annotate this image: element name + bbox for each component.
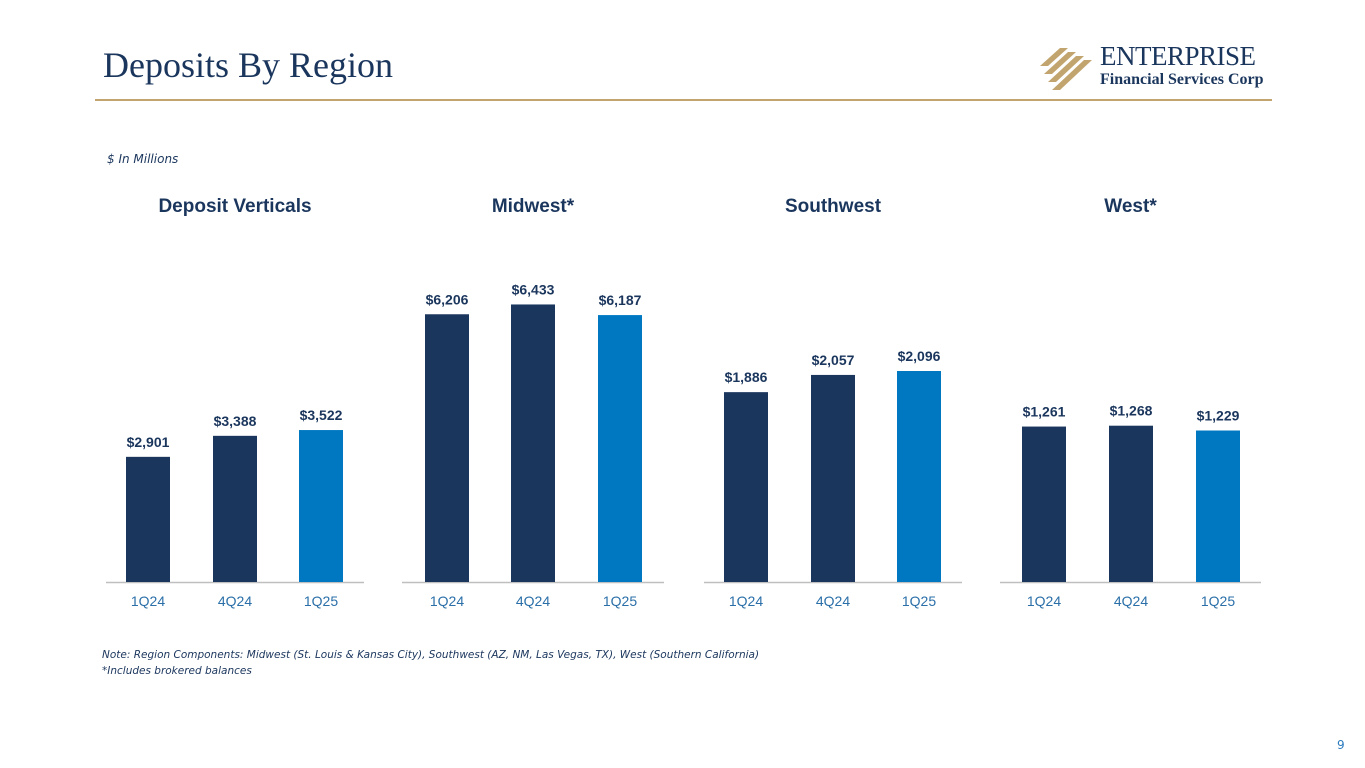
footnote-brokered: *Includes brokered balances <box>102 665 252 677</box>
bar-4q24 <box>811 374 855 582</box>
x-tick-label: 1Q25 <box>603 593 637 609</box>
data-label: $6,206 <box>426 291 469 307</box>
data-label: $3,522 <box>300 407 343 423</box>
x-tick-label: 1Q24 <box>131 593 165 609</box>
x-tick-label: 4Q24 <box>218 593 252 609</box>
data-label: $2,901 <box>127 434 170 450</box>
data-label: $1,261 <box>1023 404 1066 420</box>
chart-title: West* <box>1104 196 1157 217</box>
page-title: Deposits By Region <box>103 45 394 85</box>
x-tick-label: 1Q24 <box>729 593 763 609</box>
bar-1q24 <box>425 314 469 582</box>
chart-title: Southwest <box>785 196 882 217</box>
bar-1q25 <box>299 430 343 582</box>
data-label: $3,388 <box>214 413 257 429</box>
bar-1q25 <box>1196 430 1240 582</box>
logo-mark-icon <box>1040 48 1092 90</box>
bar-1q24 <box>126 456 170 582</box>
x-tick-label: 1Q24 <box>1027 593 1061 609</box>
x-tick-label: 1Q25 <box>1201 593 1235 609</box>
chart-title: Deposit Verticals <box>158 196 311 217</box>
data-label: $2,057 <box>812 352 855 368</box>
bar-1q25 <box>897 371 941 582</box>
x-tick-label: 4Q24 <box>1114 593 1148 609</box>
company-logo: ENTERPRISE Financial Services Corp <box>1038 40 1278 94</box>
bar-1q25 <box>598 315 642 582</box>
bar-4q24 <box>511 304 555 582</box>
x-tick-label: 1Q25 <box>902 593 936 609</box>
data-label: $1,229 <box>1197 408 1240 424</box>
chart-title: Midwest* <box>492 196 575 217</box>
bar-1q24 <box>1022 426 1066 582</box>
data-label: $6,187 <box>599 292 642 308</box>
x-tick-label: 1Q25 <box>304 593 338 609</box>
bar-4q24 <box>213 435 257 582</box>
page-number: 9 <box>1337 738 1345 752</box>
logo-subtitle: Financial Services Corp <box>1100 71 1264 88</box>
data-label: $2,096 <box>898 348 941 364</box>
footnote-region-components: Note: Region Components: Midwest (St. Lo… <box>102 649 760 661</box>
bar-4q24 <box>1109 425 1153 582</box>
bar-1q24 <box>724 392 768 582</box>
title-divider <box>95 99 1272 101</box>
units-note: $ In Millions <box>107 152 179 166</box>
data-label: $1,886 <box>725 369 768 385</box>
data-label: $6,433 <box>512 281 555 297</box>
data-label: $1,268 <box>1110 403 1153 419</box>
x-tick-label: 4Q24 <box>516 593 550 609</box>
x-tick-label: 1Q24 <box>430 593 464 609</box>
footnotes: Note: Region Components: Midwest (St. Lo… <box>102 647 759 679</box>
logo-wordmark: ENTERPRISE <box>1100 41 1256 71</box>
x-tick-label: 4Q24 <box>816 593 850 609</box>
